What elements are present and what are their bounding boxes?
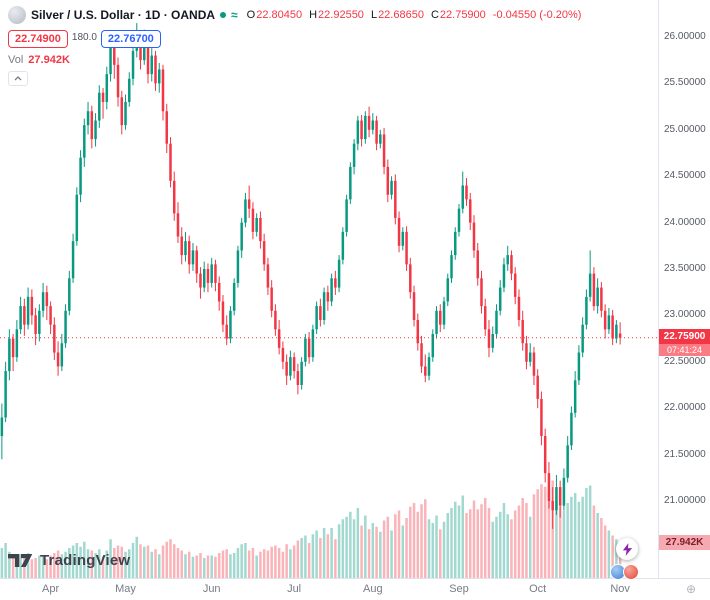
price-axis-label: 22.50000 xyxy=(664,355,706,367)
price-axis-label: 24.00000 xyxy=(664,216,706,228)
price-axis-label: 26.00000 xyxy=(664,31,706,42)
spread-value: 180.0 xyxy=(71,32,97,43)
low-value: 22.68650 xyxy=(378,9,424,21)
close-value: 22.75900 xyxy=(439,9,486,21)
time-axis-label: May xyxy=(115,583,136,595)
price-axis-label: 21.50000 xyxy=(664,448,706,460)
price-axis-label: 23.00000 xyxy=(664,309,706,321)
open-label: O xyxy=(246,9,256,21)
last-price-value: 22.75900 xyxy=(659,328,710,344)
volume-row: Vol 27.942K xyxy=(8,54,581,66)
legend-panel: Silver / U.S. Dollar · 1D · OANDA ≈ O 22.… xyxy=(8,6,581,86)
chevron-up-icon xyxy=(14,76,22,81)
ohlc-values: O 22.80450 H 22.92550 L 22.68650 C 22.75900 … xyxy=(247,9,582,21)
symbol-row: Silver / U.S. Dollar · 1D · OANDA ≈ O 22.… xyxy=(8,6,581,24)
change-value: -0.04550 (-0.20%) xyxy=(492,9,582,21)
time-axis-label: Jul xyxy=(287,583,302,595)
last-price-tag: 22.75900 07:41:24 xyxy=(659,328,710,356)
market-status-dot-icon xyxy=(220,12,227,18)
close-label: C xyxy=(430,9,439,21)
open-value: 22.80450 xyxy=(256,9,303,21)
time-axis-label: Jun xyxy=(202,583,221,595)
lightning-button[interactable] xyxy=(616,538,638,560)
tradingview-logo-text: TradingView xyxy=(40,552,131,569)
symbol-title[interactable]: Silver / U.S. Dollar · 1D · OANDA xyxy=(31,8,216,22)
volume-axis-tag: 27.942K xyxy=(659,535,710,551)
buy-price-button[interactable]: 22.76700 xyxy=(100,30,161,48)
collapse-pane-button[interactable] xyxy=(8,71,28,86)
floating-buttons xyxy=(608,538,648,580)
tradingview-logo[interactable]: TradingView xyxy=(8,552,130,569)
trade-row: 22.74900 180.0 22.76700 xyxy=(8,30,581,48)
corner-settings-icon[interactable]: ⊕ xyxy=(686,582,697,596)
volume-label: Vol xyxy=(8,54,24,66)
price-axis-label: 25.50000 xyxy=(664,77,706,89)
price-chart-canvas[interactable] xyxy=(0,0,658,578)
price-axis[interactable]: 26.00000 25.50000 25.00000 24.50000 24.00000… xyxy=(658,0,710,578)
tradingview-logo-icon xyxy=(8,554,33,567)
volume-value: 27.942K xyxy=(28,54,70,66)
low-label: L xyxy=(370,9,378,21)
time-axis-label: Aug xyxy=(363,583,383,595)
high-label: H xyxy=(309,9,318,21)
time-axis-label: Oct xyxy=(529,583,547,595)
emoji-reactions xyxy=(610,564,648,580)
time-axis-label: Nov xyxy=(610,583,630,595)
bar-close-countdown: 07:41:24 xyxy=(659,343,710,356)
approx-status-icon: ≈ xyxy=(231,8,238,22)
lightning-icon xyxy=(622,542,632,556)
time-axis-label: Apr xyxy=(42,583,60,595)
time-axis-label: Sep xyxy=(449,583,469,595)
price-axis-label: 23.50000 xyxy=(664,263,706,274)
emoji-reaction-red-icon[interactable] xyxy=(623,564,639,580)
instrument-logo-icon xyxy=(8,6,26,24)
sell-price-button[interactable]: 22.74900 xyxy=(8,30,68,48)
price-axis-label: 25.00000 xyxy=(664,123,706,135)
price-axis-label: 21.00000 xyxy=(664,495,706,506)
price-axis-label: 22.00000 xyxy=(664,402,706,414)
price-axis-label: 24.50000 xyxy=(664,170,706,182)
high-value: 22.92550 xyxy=(318,9,364,21)
time-axis[interactable]: Apr May Jun Jul Aug Sep Oct Nov xyxy=(0,578,710,600)
